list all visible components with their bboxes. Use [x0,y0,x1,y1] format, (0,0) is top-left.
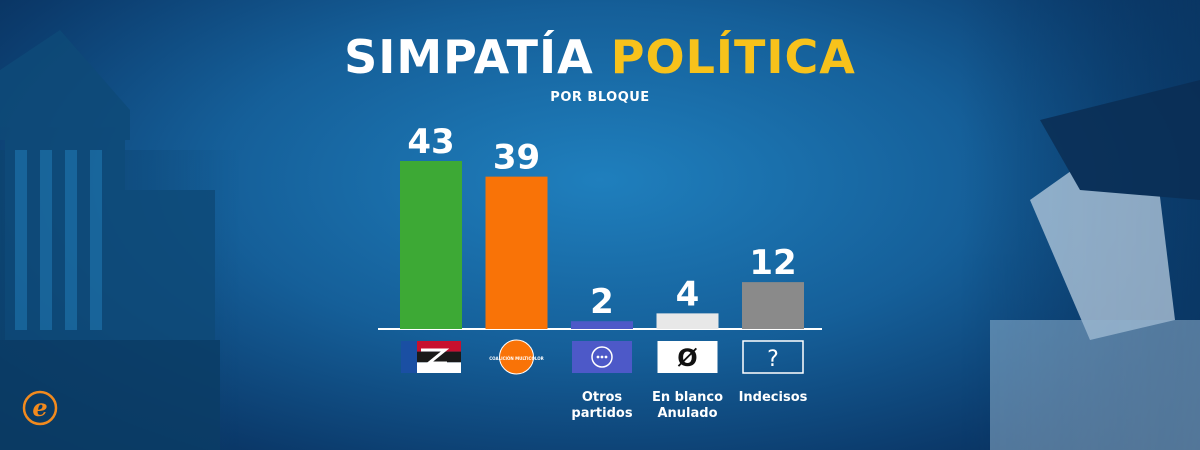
bar-0 [400,161,462,329]
undecided-icon-glyph: ? [767,347,779,372]
otros-partidos-icon-ring [591,346,613,368]
svg-text:e: e [32,393,47,422]
chart-subtitle: POR BLOQUE [550,90,650,105]
coalicion-multicolor-logo-icon [499,339,534,375]
category-label-4: Indecisos [738,390,808,405]
bar-3 [656,313,719,329]
frente-amplio-flag-icon-symbol [421,348,450,365]
data-label-4: 12 [749,243,796,283]
category-label-3: En blanco Anulado [651,390,724,421]
frente-amplio-flag-icon-white [401,362,461,373]
frente-amplio-flag-icon-black [401,351,461,363]
frente-amplio-flag-icon-red [401,341,461,352]
otros-partidos-icon-dot-2 [604,355,608,359]
bar-4 [742,282,804,329]
title-part-yellow: POLÍTICA [610,30,856,84]
bar-1 [485,176,548,329]
blank-vote-icon [657,341,718,373]
data-label-0: 43 [407,122,454,162]
otros-partidos-icon-dot-1 [600,355,604,359]
undecided-icon [742,340,804,374]
coalicion-multicolor-logo-icon-text: COALICIÓN MULTICOLOR [489,356,543,361]
data-label-2: 2 [590,282,614,322]
bar-2 [571,321,633,329]
data-label-3: 4 [676,274,700,314]
blank-vote-icon-glyph: Ø [677,344,697,372]
category-label-2: Otros partidos [571,390,633,421]
title-part-white: SIMPATÍA [344,30,594,84]
data-label-1: 39 [493,138,540,178]
otros-partidos-icon-dot-0 [596,355,600,359]
frente-amplio-flag-icon-blue [401,341,417,373]
brand-logo-icon: e [22,390,58,426]
chart-title: SIMPATÍA POLÍTICA [0,30,1200,84]
